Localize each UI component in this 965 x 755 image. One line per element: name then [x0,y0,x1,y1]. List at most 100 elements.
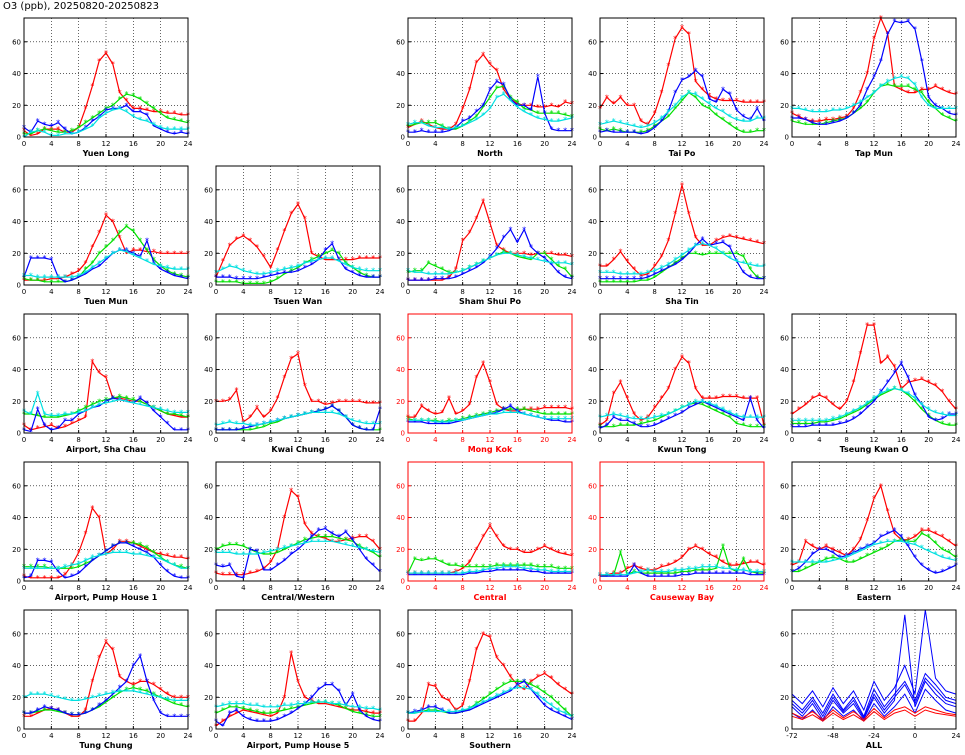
data-point-marker: * [118,396,122,405]
series-line [600,243,764,275]
data-point-marker: * [310,529,314,538]
data-point-marker: * [728,561,732,570]
data-point-marker: * [289,264,293,273]
x-tick-label: 8 [844,584,848,592]
data-point-marker: * [639,564,643,573]
data-point-marker: * [282,706,286,715]
x-tick-label: 4 [625,288,630,296]
data-point-marker: * [563,111,567,120]
data-point-marker: * [440,123,444,132]
data-point-marker: * [276,715,280,724]
x-tick-label: 24 [952,140,961,148]
data-point-marker: * [358,709,362,718]
data-point-marker: * [797,567,801,576]
data-point-marker: * [235,419,239,428]
data-point-marker: * [543,410,547,419]
data-point-marker: * [440,708,444,717]
data-point-marker: * [886,77,890,86]
data-point-marker: * [70,419,74,428]
data-point-marker: * [509,402,513,411]
series-line [791,609,957,712]
data-point-marker: * [755,394,759,403]
data-point-marker: * [811,416,815,425]
data-point-marker: * [714,564,718,573]
data-point-marker: * [413,717,417,726]
data-point-marker: * [893,17,897,26]
data-point-marker: * [440,275,444,284]
data-point-marker: * [454,265,458,274]
station-label-central-western: Central/Western [261,593,335,602]
data-point-marker: * [303,214,307,223]
data-point-marker: * [131,249,135,258]
data-point-marker: * [742,413,746,422]
data-point-marker: * [77,712,81,721]
data-point-marker: * [804,423,808,432]
data-point-marker: * [131,246,135,255]
data-point-marker: * [495,561,499,570]
y-tick-label: 20 [204,694,213,702]
data-point-marker: * [433,119,437,128]
data-point-marker: * [97,57,101,66]
data-point-marker: * [36,424,40,433]
panel-sham-shui-po: * * * * * * ********* * * * * * * * * * ** * ** * * * * * * * * * * *… [396,165,577,306]
data-point-marker: * [351,397,355,406]
data-point-marker: * [502,566,506,575]
data-point-marker: * [454,123,458,132]
data-point-marker: * [104,547,108,556]
data-point-marker: * [36,276,40,285]
series-line [791,614,957,721]
data-point-marker: * [468,117,472,126]
data-point-marker: * [522,405,526,414]
y-tick-label: 60 [780,482,789,490]
data-point-marker: * [879,389,883,398]
data-point-marker: * [111,548,115,557]
data-point-marker: * [612,413,616,422]
data-point-marker: * [748,117,752,126]
x-tick-label: 24 [760,288,769,296]
data-point-marker: * [323,405,327,414]
data-point-marker: * [145,400,149,409]
data-point-marker: * [680,97,684,106]
data-point-marker: * [70,273,74,282]
data-point-marker: * [845,410,849,419]
data-point-marker: * [858,410,862,419]
data-point-marker: * [639,415,643,424]
data-point-marker: * [522,566,526,575]
data-point-marker: * [159,108,163,117]
data-point-marker: * [680,76,684,85]
data-point-marker: * [159,553,163,562]
data-point-marker: * [515,103,519,112]
data-point-marker: * [502,681,506,690]
data-point-marker: * [742,252,746,261]
x-tick-label: 20 [732,584,741,592]
data-point-marker: * [43,690,47,699]
data-point-marker: * [893,537,897,546]
data-point-marker: * [90,243,94,252]
panel-frame [599,461,765,582]
data-point-marker: * [673,89,677,98]
data-point-marker: * [488,564,492,573]
data-point-marker: * [433,708,437,717]
data-point-marker: * [440,270,444,279]
data-point-marker: * [371,561,375,570]
data-point-marker: * [166,114,170,123]
data-point-marker: * [666,415,670,424]
x-tick-label: 20 [156,436,165,444]
x-tick-label: 20 [348,288,357,296]
data-point-marker: * [509,561,513,570]
data-point-marker: * [509,563,513,572]
data-point-marker: * [84,695,88,704]
data-point-marker: * [166,690,170,699]
x-tick-label: -48 [827,732,838,740]
data-point-marker: * [125,108,129,117]
x-tick-label: 24 [376,732,385,740]
y-tick-label: 40 [12,366,21,374]
data-point-marker: * [166,410,170,419]
data-point-marker: * [831,545,835,554]
data-point-marker: * [872,548,876,557]
data-point-marker: * [502,90,506,99]
data-point-marker: * [563,273,567,282]
data-point-marker: * [262,419,266,428]
data-point-marker: * [824,394,828,403]
data-point-marker: * [619,119,623,128]
